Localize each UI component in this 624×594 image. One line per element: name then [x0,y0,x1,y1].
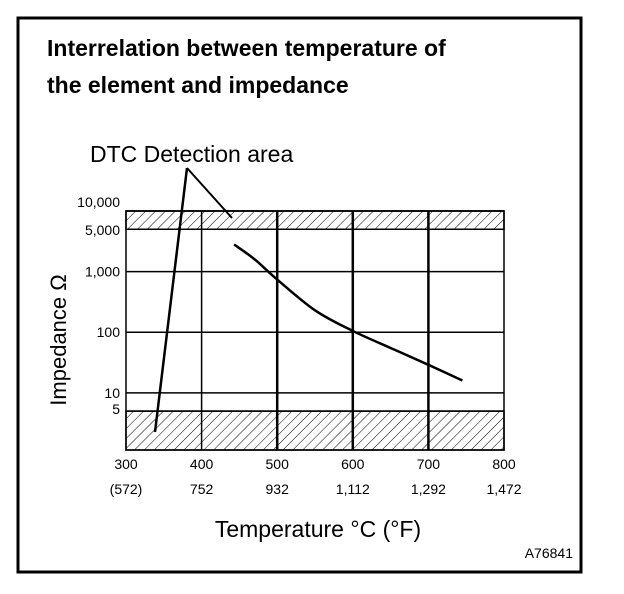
figure-id: A76841 [525,545,573,561]
x-tick-label: 400 [190,456,214,472]
x-tick-label-fahrenheit: 932 [266,481,290,497]
x-tick-label-fahrenheit: 1,292 [411,481,446,497]
y-tick-label: 10,000 [77,194,120,210]
x-tick-label: 800 [492,456,516,472]
y-tick-label: 5,000 [85,222,120,238]
x-tick-label-fahrenheit: 1,472 [486,481,521,497]
x-tick-label-fahrenheit: 752 [190,481,214,497]
y-tick-label: 100 [97,324,121,340]
y-axis-label: Impedance Ω [46,274,71,405]
plot-area-border [125,210,505,451]
x-tick-label: 500 [266,456,290,472]
x-tick-label-fahrenheit: (572) [110,481,143,497]
y-tick-label: 5 [112,401,120,417]
annotation-pointer-lower [153,167,189,433]
x-axis-label: Temperature °C (°F) [215,516,421,542]
y-tick-label: 1,000 [85,264,120,280]
x-tick-label: 700 [417,456,441,472]
y-tick-label: 10 [104,385,120,401]
annotation-label: DTC Detection area [90,141,293,167]
x-tick-label-fahrenheit: 1,112 [336,481,370,497]
dtc-detection-region [125,410,505,451]
x-tick-label: 600 [341,456,365,472]
impedance-curve [233,243,463,382]
x-tick-label: 300 [114,456,138,472]
frame [16,16,583,574]
chart-title-line-2: the element and impedance [47,72,349,98]
chart-title-line-1: Interrelation between temperature of [47,35,446,61]
annotation-pointer-upper [186,167,233,219]
